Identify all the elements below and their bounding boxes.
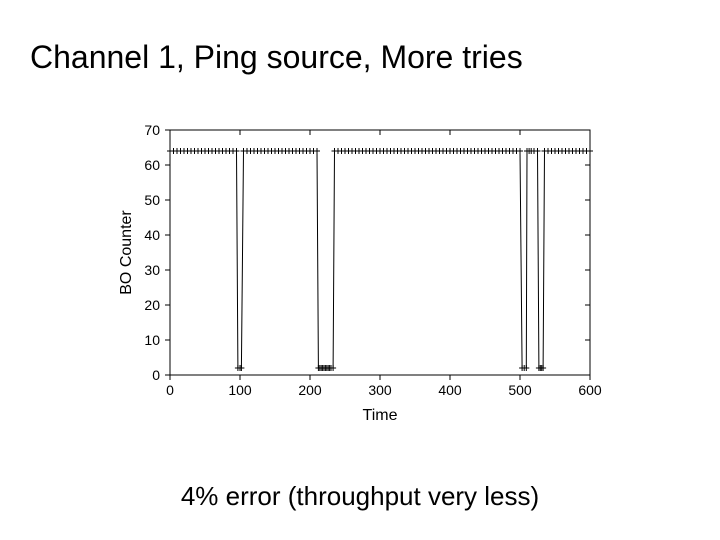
svg-text:300: 300 [368, 382, 392, 398]
svg-text:50: 50 [144, 192, 160, 208]
page-title: Channel 1, Ping source, More tries [30, 39, 690, 76]
svg-text:30: 30 [144, 262, 160, 278]
svg-text:10: 10 [144, 332, 160, 348]
svg-text:400: 400 [438, 382, 462, 398]
svg-text:60: 60 [144, 157, 160, 173]
bo-counter-chart: 0 100 200 300 400 500 600 0 10 20 30 40 50 60 70 Time BO… [115, 120, 605, 430]
svg-text:70: 70 [144, 122, 160, 138]
svg-text:100: 100 [228, 382, 252, 398]
svg-text:Time: Time [363, 407, 398, 424]
svg-text:600: 600 [578, 382, 602, 398]
svg-text:0: 0 [152, 367, 160, 383]
svg-text:20: 20 [144, 297, 160, 313]
svg-text:200: 200 [298, 382, 322, 398]
caption-text: 4% error (throughput very less) [0, 481, 720, 512]
svg-text:40: 40 [144, 227, 160, 243]
svg-text:0: 0 [166, 382, 174, 398]
svg-text:BO Counter: BO Counter [118, 210, 135, 295]
svg-text:500: 500 [508, 382, 532, 398]
